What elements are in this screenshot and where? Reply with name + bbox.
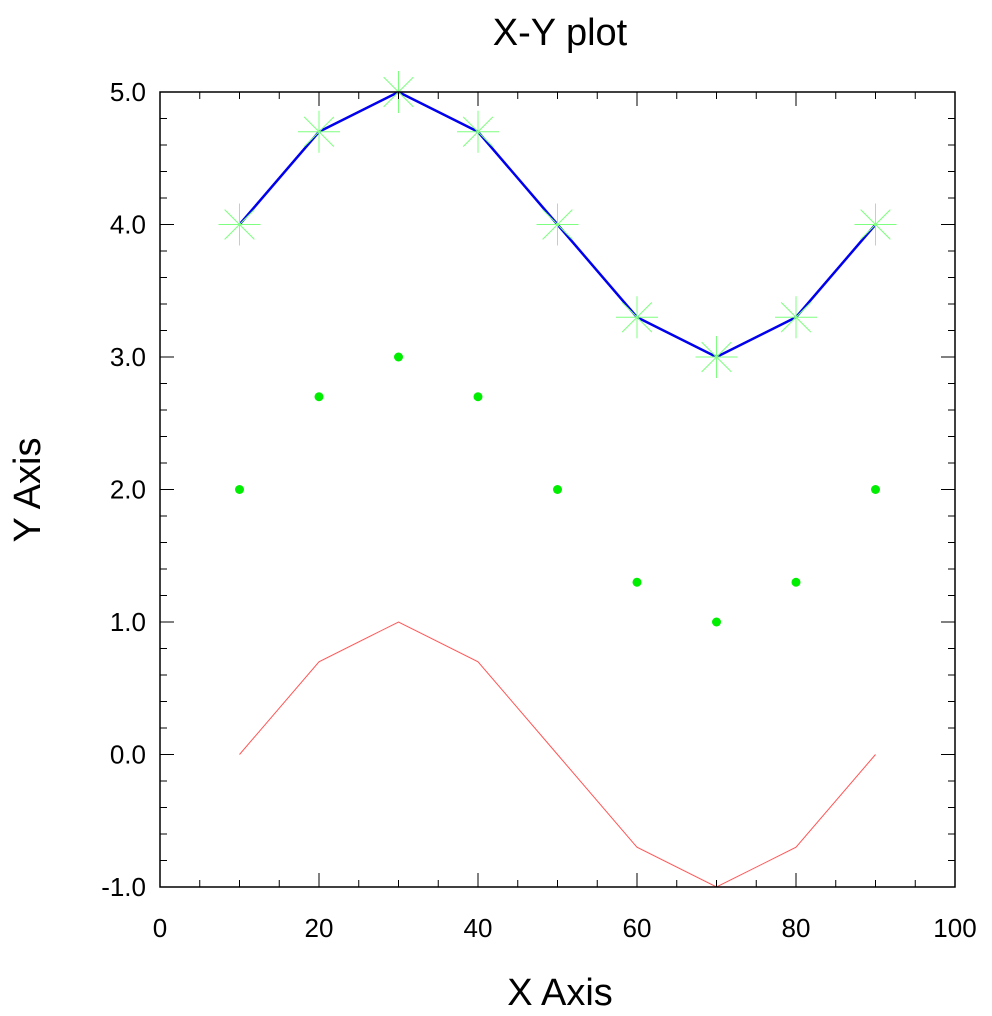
asterisk-stroke — [303, 116, 335, 147]
y-tick-label: 1.0 — [110, 607, 146, 637]
series-2-dot — [871, 485, 880, 494]
series-2-dot — [235, 485, 244, 494]
x-tick-label: 80 — [782, 913, 811, 943]
y-tick-label: 3.0 — [110, 342, 146, 372]
series-2-dot — [314, 392, 324, 402]
y-tick-label: 0.0 — [110, 740, 146, 770]
y-axis-label: Y Axis — [7, 438, 49, 543]
series-2-dot — [473, 392, 483, 402]
series-1-asterisk-marker — [616, 296, 658, 339]
y-tick-label: 4.0 — [110, 210, 146, 240]
x-tick-label: 20 — [305, 913, 334, 943]
x-tick-label: 60 — [623, 913, 652, 943]
series-2-dot — [712, 617, 721, 627]
x-tick-label: 100 — [933, 913, 976, 943]
series-1-asterisk-marker — [775, 296, 817, 339]
series-2-dot — [394, 352, 403, 362]
series-3-line — [239, 621, 876, 888]
x-tick-label: 0 — [153, 913, 167, 943]
asterisk-stroke — [462, 116, 494, 147]
asterisk-stroke — [701, 341, 732, 373]
series-2-dot — [632, 577, 642, 587]
asterisk-stroke — [860, 209, 891, 240]
series-2-dot — [791, 577, 801, 587]
series-1-asterisk-marker — [218, 203, 261, 246]
x-tick-label: 40 — [464, 913, 493, 943]
series-1-asterisk-marker — [457, 110, 499, 153]
series-1-asterisk-marker — [298, 110, 340, 153]
series-2-dot — [553, 485, 562, 494]
x-axis-label: X Axis — [507, 972, 613, 1014]
series-1-asterisk-marker — [695, 336, 738, 378]
asterisk-stroke — [224, 209, 255, 240]
chart-title: X-Y plot — [493, 12, 628, 54]
asterisk-stroke — [542, 209, 573, 240]
asterisk-stroke — [621, 302, 653, 333]
series-1-asterisk-marker — [854, 203, 897, 246]
y-tick-label: 5.0 — [110, 77, 146, 107]
y-tick-label: -1.0 — [101, 872, 146, 902]
series-1-asterisk-marker — [536, 203, 579, 246]
y-tick-label: 2.0 — [110, 475, 146, 505]
asterisk-stroke — [780, 302, 812, 333]
